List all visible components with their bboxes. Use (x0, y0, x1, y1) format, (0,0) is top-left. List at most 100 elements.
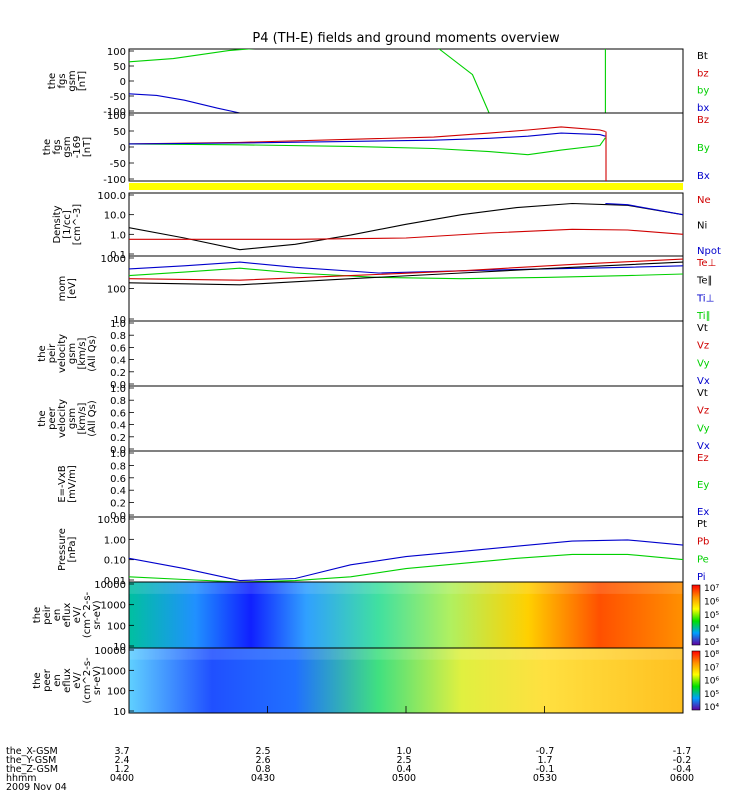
y-axis-label: gsm (67, 408, 78, 429)
legend-entry: Vz (697, 406, 709, 417)
series-line (129, 553, 683, 583)
y-tick-label: 0.1 (110, 250, 126, 261)
series-line (129, 228, 683, 240)
y-axis-label: [cm^-3] (72, 204, 83, 245)
xrow-label: the_Z-GSM (6, 764, 59, 775)
colorbar-tick-label: 10⁴ (704, 703, 719, 713)
legend-entry: Bx (697, 171, 710, 182)
y-tick-label: 1000 (101, 666, 126, 677)
series-line (129, 539, 683, 582)
y-tick-label: 100.0 (97, 191, 126, 202)
y-tick-label: 1.00 (104, 535, 126, 546)
y-axis-label: eflux (62, 603, 73, 628)
y-axis-label: E=-VxB (57, 465, 68, 502)
y-axis-label: gsm (62, 136, 73, 157)
y-axis-label: velocity (57, 399, 68, 438)
y-tick-label: 10 (113, 707, 126, 718)
mode-bar (129, 183, 683, 190)
y-axis-label: the (42, 139, 53, 155)
y-tick-label: 0 (120, 77, 126, 88)
y-tick-label: 0.4 (110, 486, 126, 497)
y-tick-label: 0.6 (110, 408, 126, 419)
y-tick-label: 1.0 (110, 319, 126, 330)
legend-entry: Vt (697, 388, 708, 399)
y-axis-label: (cm^2-s- (82, 591, 93, 638)
series-line (129, 137, 606, 156)
y-axis-label: the (32, 672, 43, 688)
xrow-value: 0600 (669, 773, 695, 784)
xrow-value: -0.7 (535, 746, 555, 757)
y-axis-label: Density (52, 205, 63, 243)
colorbar-tick-label: 10⁵ (704, 611, 719, 621)
y-tick-label: 50 (113, 127, 126, 138)
legend-entry: bx (697, 103, 709, 114)
plot-canvas: P4 (TH-E) fields and ground moments over… (32, 31, 721, 718)
y-tick-label: 0.4 (110, 356, 126, 367)
colorbar-tick-label: 10⁶ (704, 598, 719, 608)
xrow-value: 0430 (250, 773, 276, 784)
y-tick-label: 0.8 (110, 331, 126, 342)
y-axis-label: (cm^2-s- (82, 657, 93, 704)
y-tick-label: 0.01 (104, 576, 126, 587)
y-axis-label: Pressure (57, 528, 68, 571)
y-tick-label: 0.2 (110, 433, 126, 444)
legend-entry: Ey (697, 480, 709, 491)
y-axis-label: eV/ (72, 606, 83, 623)
y-tick-label: 100 (107, 111, 126, 122)
colorbar (691, 584, 701, 646)
xrow-value: -0.2 (672, 755, 692, 766)
y-tick-label: 0.4 (110, 421, 126, 432)
legend-entry: by (697, 86, 709, 97)
colorbar-tick-label: 10⁶ (704, 677, 719, 687)
y-tick-label: 50 (113, 62, 126, 73)
legend-entry: Pe (697, 554, 709, 565)
y-axis-label: peir (42, 604, 53, 624)
y-axis-label: [mV/m] (67, 465, 78, 503)
legend-entry: bz (697, 68, 709, 79)
y-tick-label: 0 (120, 143, 126, 154)
xrow-value: 3.7 (114, 746, 130, 757)
spectrogram-shade (129, 582, 683, 594)
xrow-value: 0400 (109, 773, 135, 784)
legend-entry: Npot (697, 246, 721, 257)
xrow-label: the_Y-GSM (6, 755, 57, 766)
legend-entry: Vz (697, 341, 709, 352)
xrow-label: the_X-GSM (6, 746, 58, 757)
legend-entry: Bz (697, 115, 709, 126)
legend-entry: Vx (697, 376, 710, 387)
xrow-value: 0.8 (255, 764, 271, 775)
legend-entry: Ti∥ (696, 311, 711, 322)
colorbar-tick-label: 10⁴ (704, 625, 719, 635)
legend-entry: Ni (697, 221, 707, 232)
xrow-value: -0.4 (672, 764, 692, 775)
y-axis-label: velocity (57, 334, 68, 373)
legend-entry: Vx (697, 441, 710, 452)
y-tick-label: 0.8 (110, 396, 126, 407)
xrow-value: 0530 (532, 773, 558, 784)
y-axis-label: [km/s] (77, 402, 88, 434)
y-axis-label: peer (42, 668, 53, 692)
colorbar-tick-label: 10³ (704, 638, 719, 648)
panel-frame (128, 450, 684, 518)
legend-entry: Bt (697, 51, 708, 62)
y-tick-label: -100 (103, 175, 126, 186)
chart-title: P4 (TH-E) fields and ground moments over… (252, 31, 560, 46)
y-axis-label: the (47, 73, 58, 89)
series-line (129, 261, 683, 274)
y-axis-label: [1/cc] (62, 210, 73, 239)
series-line (129, 126, 606, 145)
y-axis-label: gsm (67, 70, 78, 91)
xrow-value: 2.5 (255, 746, 271, 757)
panel-frame (128, 516, 684, 583)
y-tick-label: 1.0 (110, 384, 126, 395)
y-tick-label: 10 (113, 642, 126, 653)
y-tick-label: 1000 (101, 601, 126, 612)
y-axis-label: the (37, 345, 48, 361)
xrow-label: hhmm (6, 773, 37, 784)
y-tick-label: 0.6 (110, 343, 126, 354)
y-axis-label: peir (47, 343, 58, 363)
legend-entry: Vy (697, 358, 710, 369)
xrow-value: 2.4 (114, 755, 130, 766)
y-tick-label: 100 (107, 687, 126, 698)
series-line (129, 261, 683, 286)
